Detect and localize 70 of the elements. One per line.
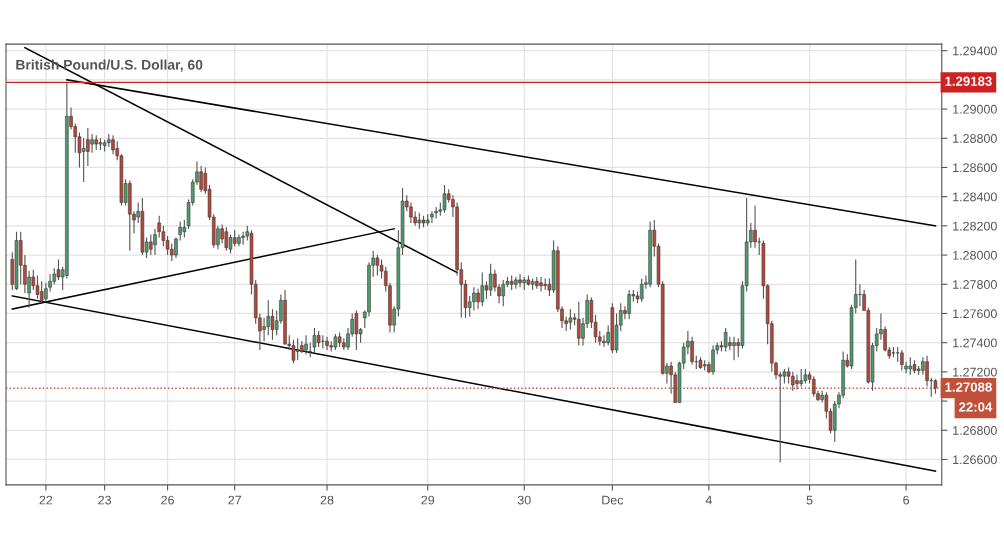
x-tick-label: 5: [806, 495, 813, 505]
x-tick-label: 6: [903, 495, 910, 505]
candlestick: [178, 220, 182, 242]
ref-line-label: 1.29183: [945, 76, 992, 86]
candlestick: [220, 223, 224, 244]
y-tick-label: 1.28400: [953, 192, 997, 202]
candlestick: [488, 263, 493, 297]
candlestick: [325, 336, 329, 351]
candlestick: [925, 355, 929, 388]
candlestick: [354, 309, 359, 351]
candlestick: [732, 336, 736, 361]
y-tick-label: 1.26800: [953, 426, 997, 435]
candlestick: [31, 269, 36, 291]
text: 22:04: [959, 402, 993, 412]
y-tick-label: 1.27800: [953, 280, 997, 289]
candlestick: [430, 210, 434, 224]
y-tick-label: 1.28600: [953, 163, 997, 173]
ref-line-label: 1.27088: [945, 382, 992, 392]
x-tick-label: 27: [228, 495, 242, 505]
candlestick: [241, 231, 245, 246]
candlestick: [442, 184, 447, 214]
candlestick: [627, 289, 631, 320]
candlestick: [312, 327, 317, 354]
candlestick: [375, 254, 380, 277]
candlestick: [602, 334, 606, 348]
candlestick: [111, 134, 115, 155]
x-tick-label: 23: [98, 495, 112, 505]
candlestick: [39, 280, 44, 304]
candlestick: [900, 349, 904, 371]
candlestick: [753, 204, 757, 249]
y-tick-label: 1.27600: [953, 309, 997, 319]
candlestick: [711, 345, 715, 376]
candlestick: [472, 286, 476, 312]
candlestick: [434, 206, 438, 220]
candlestick: [568, 308, 573, 331]
candlestick: [409, 201, 413, 224]
candlestick: [480, 272, 485, 307]
candlestick: [56, 258, 61, 281]
y-tick-label: 1.28000: [953, 250, 997, 260]
candlestick: [81, 137, 86, 183]
y-tick-label: 1.29400: [953, 46, 997, 56]
candlestick: [723, 327, 728, 352]
candlestick: [35, 274, 40, 300]
candlestick: [501, 279, 506, 307]
y-tick-label: 1.28800: [953, 134, 997, 143]
candlestick: [858, 283, 862, 307]
x-tick-label: 4: [705, 495, 712, 505]
candlestick: [262, 317, 266, 342]
candlestick: [224, 226, 229, 252]
candlestick: [86, 127, 90, 167]
y-tick-label: 1.26600: [953, 455, 997, 465]
x-tick-label: 26: [161, 495, 174, 505]
y-tick-label: 1.29000: [953, 104, 997, 114]
candlestick: [295, 337, 300, 361]
y-tick-label: 1.27200: [953, 367, 997, 377]
x-tick-label: 29: [421, 495, 435, 505]
x-tick-label: 22: [39, 495, 53, 505]
candlestick: [199, 165, 203, 193]
x-tick-label: 30: [517, 495, 531, 505]
candlestick: [304, 334, 308, 355]
text: British Pound/U.S. Dollar, 60: [16, 59, 203, 72]
candlestick: [291, 339, 296, 364]
x-tick-label: Dec: [602, 495, 624, 505]
candlestick: [518, 273, 522, 288]
y-tick-label: 1.27400: [953, 338, 997, 348]
candlestick: [476, 288, 480, 310]
candlestick: [90, 133, 94, 154]
candlestick: [539, 276, 543, 293]
x-tick-label: 28: [320, 495, 334, 505]
y-tick-label: 1.28200: [953, 221, 997, 231]
